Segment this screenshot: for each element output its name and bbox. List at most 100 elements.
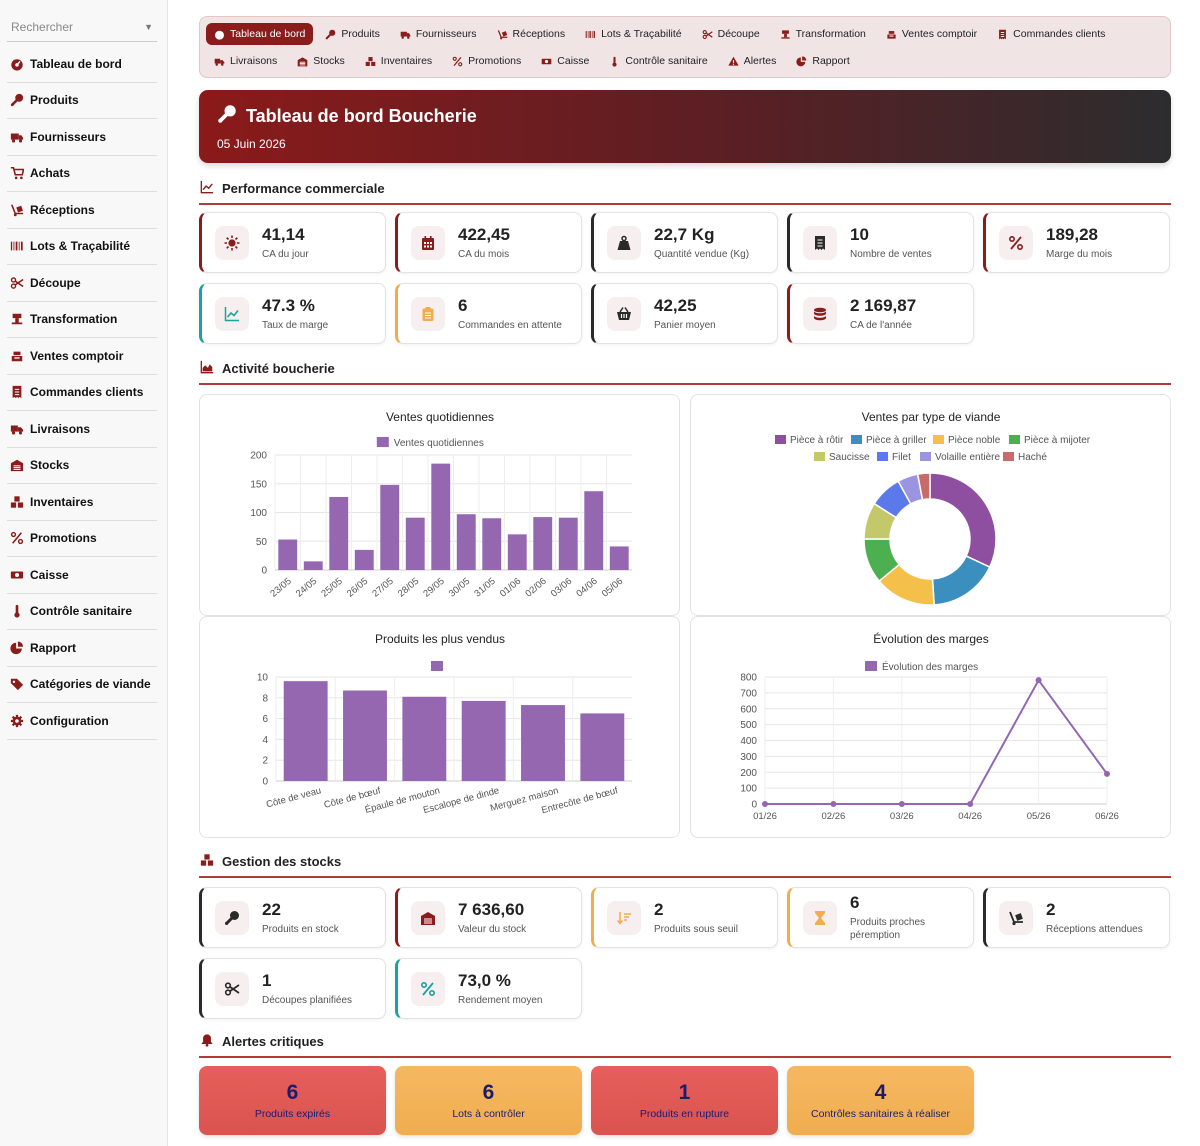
sidebar-item-17[interactable]: Catégories de viande: [7, 667, 157, 703]
tab-16[interactable]: Rapport: [788, 50, 857, 72]
tab-12[interactable]: Promotions: [444, 50, 529, 72]
sidebar-item-4[interactable]: Réceptions: [7, 192, 157, 229]
bar[interactable]: [456, 514, 476, 570]
coins-icon: [803, 296, 837, 331]
tab-5[interactable]: Découpe: [694, 23, 768, 45]
tab-1[interactable]: Produits: [317, 23, 388, 45]
sidebar-item-8[interactable]: Ventes comptoir: [7, 338, 157, 375]
bar[interactable]: [303, 561, 323, 570]
bar[interactable]: [278, 539, 298, 570]
tab-label: Stocks: [313, 55, 345, 67]
tab-4[interactable]: Lots & Traçabilité: [577, 23, 690, 45]
line-point[interactable]: [1104, 770, 1110, 777]
tab-13[interactable]: Caisse: [533, 50, 597, 72]
thermometer-icon: [609, 56, 620, 67]
dolly-icon: [999, 900, 1033, 935]
tab-9[interactable]: Livraisons: [206, 50, 285, 72]
bar[interactable]: [580, 713, 625, 781]
y-tick-label: 400: [740, 736, 757, 747]
sidebar-item-label: Stocks: [30, 458, 70, 473]
alert-card[interactable]: 6 Lots à contrôler: [395, 1066, 582, 1135]
legend-label: Ventes quotidiennes: [394, 438, 484, 449]
bar[interactable]: [329, 496, 349, 570]
line-point[interactable]: [830, 801, 837, 807]
tab-label: Promotions: [468, 55, 522, 67]
legend-label[interactable]: Volaille entière: [935, 452, 1000, 463]
legend-label[interactable]: Haché: [1018, 452, 1047, 463]
alert-count: 1: [678, 1081, 691, 1104]
sidebar-item-13[interactable]: Promotions: [7, 521, 157, 557]
bar[interactable]: [482, 518, 502, 570]
hourglass-icon: [803, 900, 837, 935]
bar[interactable]: [405, 517, 425, 570]
pie-slice[interactable]: [916, 472, 931, 501]
legend-label[interactable]: Pièce noble: [948, 435, 1001, 446]
bar[interactable]: [609, 546, 629, 570]
legend-label[interactable]: Pièce à rôtir: [790, 435, 844, 446]
bar[interactable]: [521, 705, 565, 781]
x-tick-label: 01/06: [498, 576, 523, 600]
sidebar-item-5[interactable]: Lots & Traçabilité: [7, 229, 157, 265]
bar[interactable]: [431, 463, 451, 570]
bar[interactable]: [461, 700, 506, 781]
tab-0[interactable]: Tableau de bord: [206, 23, 314, 45]
sidebar-item-2[interactable]: Fournisseurs: [7, 119, 157, 156]
alert-card[interactable]: 4 Contrôles sanitaires à réaliser: [787, 1066, 974, 1135]
tab-label: Lots & Traçabilité: [601, 28, 682, 40]
sidebar-item-11[interactable]: Stocks: [7, 448, 157, 484]
sidebar-item-7[interactable]: Transformation: [7, 302, 157, 338]
tab-7[interactable]: Ventes comptoir: [878, 23, 985, 45]
sidebar-item-1[interactable]: Produits: [7, 83, 157, 119]
sidebar-item-10[interactable]: Livraisons: [7, 411, 157, 448]
sidebar-item-12[interactable]: Inventaires: [7, 484, 157, 521]
y-tick-label: 200: [250, 451, 267, 462]
sidebar-item-15[interactable]: Contrôle sanitaire: [7, 594, 157, 630]
bar[interactable]: [283, 681, 328, 781]
pie-slice[interactable]: [931, 555, 991, 606]
legend-label[interactable]: Filet: [892, 452, 911, 463]
line-point[interactable]: [1035, 677, 1042, 684]
alert-label: Produits en rupture: [639, 1108, 730, 1120]
sidebar-item-18[interactable]: Configuration: [7, 703, 157, 740]
bar[interactable]: [354, 549, 374, 570]
alert-card[interactable]: 1 Produits en rupture: [591, 1066, 778, 1135]
legend-label[interactable]: Pièce à griller: [866, 435, 927, 446]
sidebar-item-9[interactable]: Commandes clients: [7, 375, 157, 411]
tab-14[interactable]: Contrôle sanitaire: [601, 50, 715, 72]
chevron-down-icon[interactable]: ▼: [144, 21, 153, 32]
legend-swatch: [1003, 452, 1014, 461]
alert-card[interactable]: 6 Produits expirés: [199, 1066, 386, 1135]
search-input[interactable]: Rechercher ▼: [7, 12, 157, 42]
bar[interactable]: [507, 534, 527, 570]
bar[interactable]: [558, 517, 578, 570]
legend-label: Évolution des marges: [882, 660, 978, 673]
tab-6[interactable]: Transformation: [772, 23, 874, 45]
dolly-icon: [10, 203, 24, 217]
section-title: Activité boucherie: [222, 361, 335, 376]
tab-2[interactable]: Fournisseurs: [392, 23, 485, 45]
line-point[interactable]: [762, 801, 768, 807]
bar[interactable]: [343, 690, 387, 781]
line-point[interactable]: [967, 801, 974, 807]
bar[interactable]: [533, 517, 553, 570]
sidebar-item-16[interactable]: Rapport: [7, 630, 157, 667]
bar[interactable]: [584, 491, 604, 570]
legend-label[interactable]: Saucisse: [829, 452, 870, 463]
legend-label[interactable]: Pièce à mijoter: [1024, 435, 1091, 446]
sidebar-item-0[interactable]: Tableau de bord: [7, 46, 157, 83]
legend-swatch: [877, 452, 888, 461]
tab-3[interactable]: Réceptions: [489, 23, 574, 45]
x-tick-label: 30/05: [447, 576, 472, 600]
card-label: CA de l'année: [850, 319, 912, 331]
bar[interactable]: [380, 484, 400, 570]
sidebar-item-3[interactable]: Achats: [7, 156, 157, 192]
sidebar-item-6[interactable]: Découpe: [7, 265, 157, 302]
bar[interactable]: [402, 696, 447, 781]
sidebar-item-14[interactable]: Caisse: [7, 557, 157, 594]
tab-15[interactable]: Alertes: [720, 50, 785, 72]
tab-8[interactable]: Commandes clients: [989, 23, 1113, 45]
line-point[interactable]: [898, 801, 905, 807]
pie-slice[interactable]: [929, 472, 997, 569]
tab-10[interactable]: Stocks: [289, 50, 353, 72]
tab-11[interactable]: Inventaires: [357, 50, 440, 72]
